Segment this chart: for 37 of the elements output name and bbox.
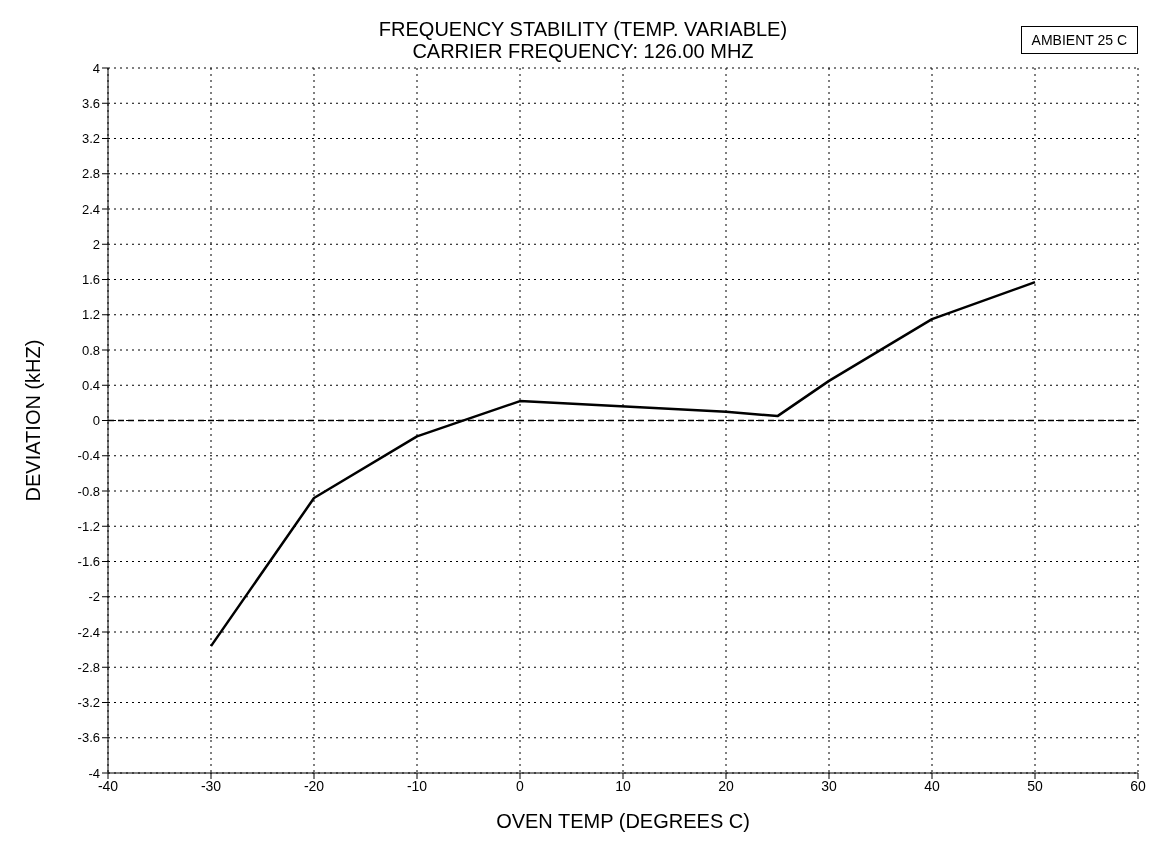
text: AMBIENT 25 C (1020, 26, 1138, 54)
y-tick-label: 0.8 (81, 342, 100, 358)
y-axis-title: DEVIATION (kHZ) (22, 339, 45, 502)
y-tick-label: -3.2 (77, 695, 100, 711)
y-tick-label: -4 (88, 765, 100, 781)
y-tick-label: -2.4 (77, 624, 100, 640)
y-tick-label: 3.2 (81, 131, 100, 147)
x-tick-label: 30 (821, 777, 837, 794)
y-tick-label: -1.2 (77, 518, 100, 534)
y-tick-label: 2 (92, 236, 100, 252)
x-tick-label: 60 (1130, 777, 1146, 794)
y-tick-label: -0.4 (77, 448, 100, 464)
y-tick-label: 0.4 (81, 377, 100, 393)
x-tick-label: 20 (718, 777, 734, 794)
y-tick-label: -0.8 (77, 483, 100, 499)
y-tick-label: 1.2 (81, 307, 100, 323)
x-tick-label: -20 (303, 777, 325, 794)
y-tick-label: 1.6 (81, 272, 100, 288)
x-tick-label: -40 (97, 777, 119, 794)
y-tick-label: 2.4 (81, 201, 100, 217)
x-tick-label: 40 (924, 777, 940, 794)
x-tick-label: 10 (615, 777, 631, 794)
y-tick-label: 0 (92, 413, 100, 429)
y-tick-label: 2.8 (81, 166, 100, 182)
x-tick-label: -10 (406, 777, 428, 794)
y-tick-label: 4 (92, 60, 100, 76)
y-tick-label: 3.6 (81, 95, 100, 111)
y-tick-label: -1.6 (77, 554, 100, 570)
chart-subtitle: CARRIER FREQUENCY: 126.00 MHZ (412, 40, 754, 62)
x-tick-label: 0 (516, 777, 525, 794)
x-tick-label: -30 (200, 777, 222, 794)
y-tick-label: -2.8 (77, 659, 100, 675)
y-tick-label: -3.6 (77, 730, 100, 746)
x-axis-title: OVEN TEMP (DEGREES C) (496, 810, 750, 832)
y-tick-label: -2 (88, 589, 100, 605)
chart-title: FREQUENCY STABILITY (TEMP. VARIABLE) (378, 18, 788, 40)
x-tick-label: 50 (1027, 777, 1043, 794)
